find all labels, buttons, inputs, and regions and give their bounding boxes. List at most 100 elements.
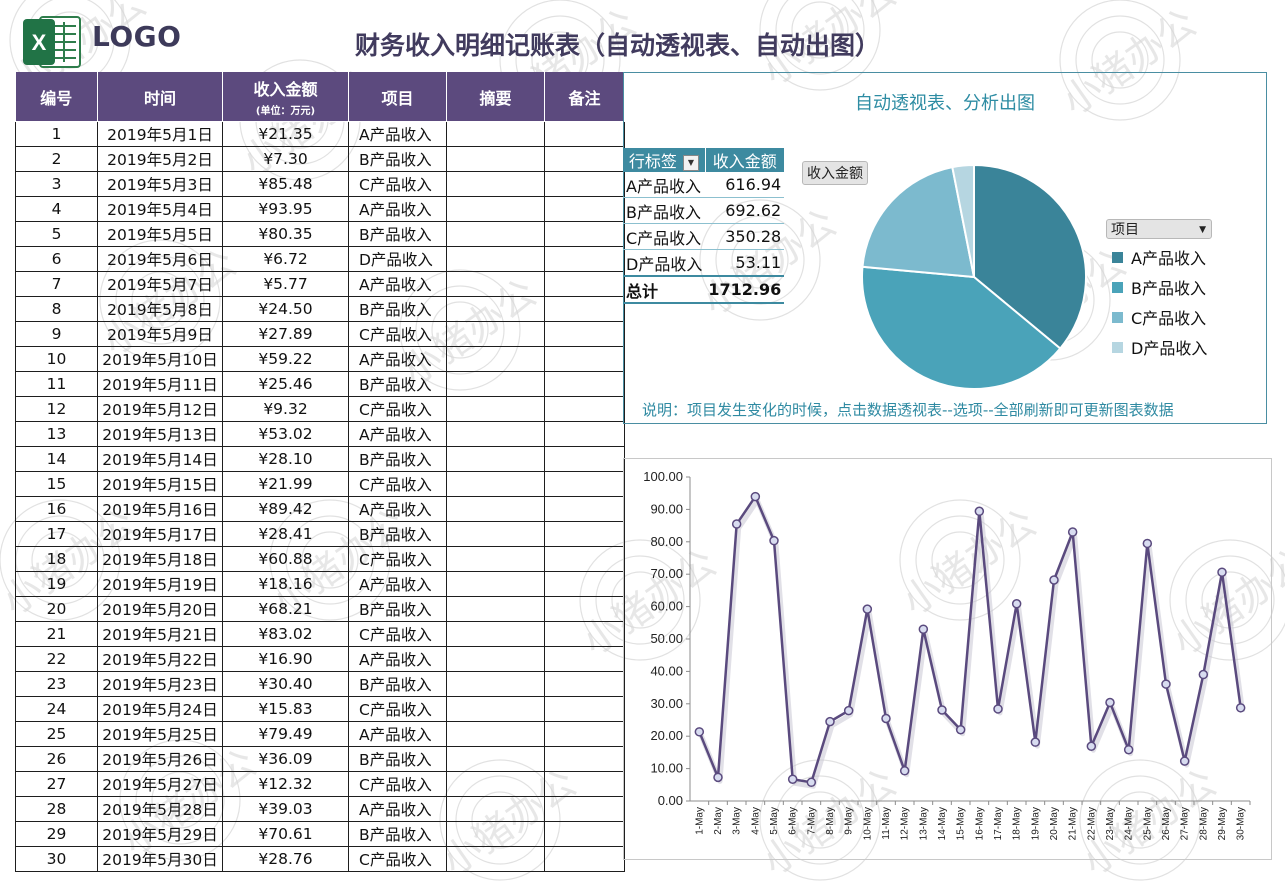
table-row[interactable]: 26 2019年5月26日 ¥36.09 B产品收入 [15,746,625,772]
pie-slice[interactable] [951,163,975,278]
cell-amount[interactable]: ¥7.30 [222,146,349,172]
cell-project[interactable]: A产品收入 [348,421,447,447]
cell-amount[interactable]: ¥28.10 [222,446,349,472]
cell-date[interactable]: 2019年5月25日 [97,721,223,747]
table-row[interactable]: 20 2019年5月20日 ¥68.21 B产品收入 [15,596,625,622]
cell-remark[interactable] [544,121,625,147]
cell-remark[interactable] [544,546,625,572]
cell-no[interactable]: 1 [15,121,98,147]
table-row[interactable]: 8 2019年5月8日 ¥24.50 B产品收入 [15,296,625,322]
line-chart-panel[interactable]: 0.00 10.00 20.00 30.00 40.00 50.00 60.00 70.00 8… [623,458,1272,860]
cell-no[interactable]: 6 [15,246,98,272]
cell-summary[interactable] [446,796,545,822]
table-row[interactable]: 11 2019年5月11日 ¥25.46 B产品收入 [15,371,625,397]
cell-date[interactable]: 2019年5月21日 [97,621,223,647]
cell-no[interactable]: 26 [15,746,98,772]
cell-no[interactable]: 11 [15,371,98,397]
cell-no[interactable]: 17 [15,521,98,547]
cell-remark[interactable] [544,671,625,697]
cell-remark[interactable] [544,771,625,797]
cell-no[interactable]: 10 [15,346,98,372]
legend-item[interactable]: C产品收入 [1106,305,1212,329]
cell-project[interactable]: B产品收入 [348,596,447,622]
cell-summary[interactable] [446,771,545,797]
cell-date[interactable]: 2019年5月20日 [97,596,223,622]
cell-amount[interactable]: ¥21.99 [222,471,349,497]
table-row[interactable]: 28 2019年5月28日 ¥39.03 A产品收入 [15,796,625,822]
col-header-no[interactable]: 编号 [15,72,98,122]
cell-amount[interactable]: ¥68.21 [222,596,349,622]
data-point[interactable] [825,716,835,727]
cell-summary[interactable] [446,196,545,222]
cell-amount[interactable]: ¥36.09 [222,746,349,772]
cell-amount[interactable]: ¥28.41 [222,521,349,547]
cell-no[interactable]: 28 [15,796,98,822]
cell-date[interactable]: 2019年5月10日 [97,346,223,372]
data-point[interactable] [1235,703,1246,713]
cell-remark[interactable] [544,496,625,522]
cell-remark[interactable] [544,446,625,472]
cell-date[interactable]: 2019年5月17日 [97,521,223,547]
table-row[interactable]: 5 2019年5月5日 ¥80.35 B产品收入 [15,221,625,247]
data-point[interactable] [974,506,985,517]
cell-remark[interactable] [544,746,625,772]
pivot-row[interactable]: D产品收入 53.11 [623,249,785,277]
table-row[interactable]: 25 2019年5月25日 ¥79.49 A产品收入 [15,721,625,747]
data-point[interactable] [1198,669,1209,680]
cell-remark[interactable] [544,721,625,747]
table-row[interactable]: 4 2019年5月4日 ¥93.95 A产品收入 [15,196,625,222]
cell-project[interactable]: C产品收入 [348,846,447,872]
cell-project[interactable]: C产品收入 [348,621,447,647]
cell-summary[interactable] [446,621,545,647]
cell-amount[interactable]: ¥30.40 [222,671,349,697]
pivot-row[interactable]: C产品收入 350.28 [623,223,785,250]
cell-project[interactable]: A产品收入 [348,646,447,672]
cell-date[interactable]: 2019年5月4日 [97,196,223,222]
cell-project[interactable]: C产品收入 [348,321,447,347]
data-point[interactable] [750,491,761,502]
table-row[interactable]: 7 2019年5月7日 ¥5.77 A产品收入 [15,271,625,297]
table-row[interactable]: 16 2019年5月16日 ¥89.42 A产品收入 [15,496,625,522]
cell-remark[interactable] [544,346,625,372]
cell-summary[interactable] [446,546,545,572]
cell-project[interactable]: B产品收入 [348,146,447,172]
cell-remark[interactable] [544,646,625,672]
cell-summary[interactable] [446,446,545,472]
cell-date[interactable]: 2019年5月15日 [97,471,223,497]
cell-amount[interactable]: ¥12.32 [222,771,349,797]
cell-project[interactable]: B产品收入 [348,521,447,547]
cell-amount[interactable]: ¥89.42 [222,496,349,522]
cell-date[interactable]: 2019年5月7日 [97,271,223,297]
cell-remark[interactable] [544,321,625,347]
cell-summary[interactable] [446,371,545,397]
cell-amount[interactable]: ¥21.35 [222,121,349,147]
cell-date[interactable]: 2019年5月23日 [97,671,223,697]
cell-project[interactable]: A产品收入 [348,721,447,747]
cell-date[interactable]: 2019年5月12日 [97,396,223,422]
cell-amount[interactable]: ¥5.77 [222,271,349,297]
cell-remark[interactable] [544,146,625,172]
cell-summary[interactable] [446,521,545,547]
data-point[interactable] [937,705,947,715]
cell-date[interactable]: 2019年5月2日 [97,146,223,172]
cell-summary[interactable] [446,596,545,622]
cell-project[interactable]: B产品收入 [348,371,447,397]
data-point[interactable] [1123,744,1134,755]
cell-remark[interactable] [544,846,625,872]
cell-summary[interactable] [446,471,545,497]
cell-date[interactable]: 2019年5月3日 [97,171,223,197]
cell-project[interactable]: C产品收入 [348,171,447,197]
data-point[interactable] [713,772,723,783]
cell-remark[interactable] [544,271,625,297]
table-row[interactable]: 23 2019年5月23日 ¥30.40 B产品收入 [15,671,625,697]
table-row[interactable]: 13 2019年5月13日 ¥53.02 A产品收入 [15,421,625,447]
legend-item[interactable]: D产品收入 [1106,335,1212,359]
data-point[interactable] [899,766,910,776]
cell-summary[interactable] [446,146,545,172]
data-point[interactable] [955,725,966,735]
cell-project[interactable]: A产品收入 [348,271,447,297]
cell-project[interactable]: C产品收入 [348,696,447,722]
cell-no[interactable]: 8 [15,296,98,322]
cell-summary[interactable] [446,221,545,247]
data-point[interactable] [881,713,891,724]
